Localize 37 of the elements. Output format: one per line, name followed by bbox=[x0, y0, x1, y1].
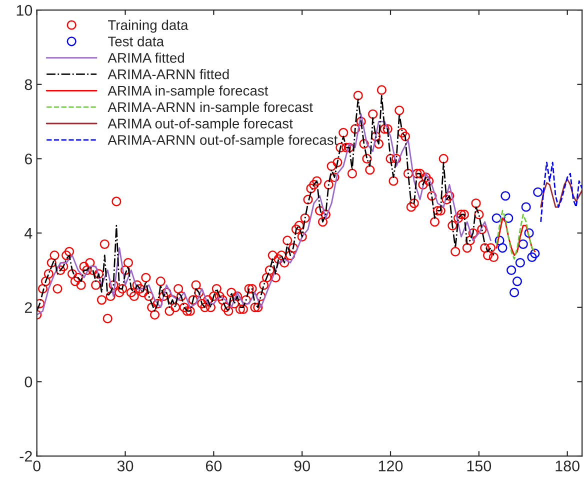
point bbox=[521, 202, 531, 212]
x-tick-label: 0 bbox=[33, 460, 41, 472]
legend-label: ARIMA in-sample forecast bbox=[108, 85, 268, 98]
point bbox=[498, 243, 508, 253]
x-tick-label: 60 bbox=[206, 460, 222, 472]
point bbox=[506, 265, 516, 275]
y-tick-label: 0 bbox=[24, 376, 32, 388]
x-tick-label: 180 bbox=[556, 460, 580, 472]
point bbox=[504, 213, 514, 223]
point bbox=[512, 276, 522, 286]
legend-label: ARIMA-ARNN out-of-sample forecast bbox=[108, 134, 338, 148]
y-tick-label: 10 bbox=[16, 4, 32, 16]
legend-label: ARIMA-ARNN in-sample forecast bbox=[108, 102, 313, 115]
legend-label: Test data bbox=[108, 36, 164, 46]
y-tick-label: 6 bbox=[24, 154, 32, 164]
point bbox=[510, 288, 520, 298]
x-tick-label: 150 bbox=[467, 460, 492, 472]
legend-label: ARIMA out-of-sample forecast bbox=[108, 118, 293, 132]
point bbox=[533, 187, 543, 197]
legend-label: ARIMA fitted bbox=[108, 52, 184, 63]
y-tick-label: 4 bbox=[24, 228, 32, 239]
x-tick-label: 90 bbox=[294, 460, 310, 472]
point bbox=[492, 213, 502, 223]
point bbox=[530, 248, 540, 258]
y-tick-label: 2 bbox=[24, 302, 32, 313]
legend-label: Training data bbox=[108, 20, 188, 33]
y-tick-label: -2 bbox=[20, 450, 32, 462]
point bbox=[500, 191, 510, 201]
point bbox=[494, 236, 504, 246]
legend-label: ARIMA-ARNN fitted bbox=[108, 69, 229, 80]
point bbox=[524, 228, 534, 238]
x-tick-label: 120 bbox=[378, 460, 403, 472]
y-tick-label: 8 bbox=[24, 79, 32, 90]
x-tick-label: 30 bbox=[117, 460, 134, 472]
point bbox=[518, 239, 528, 249]
point bbox=[515, 258, 525, 268]
point bbox=[527, 252, 537, 262]
